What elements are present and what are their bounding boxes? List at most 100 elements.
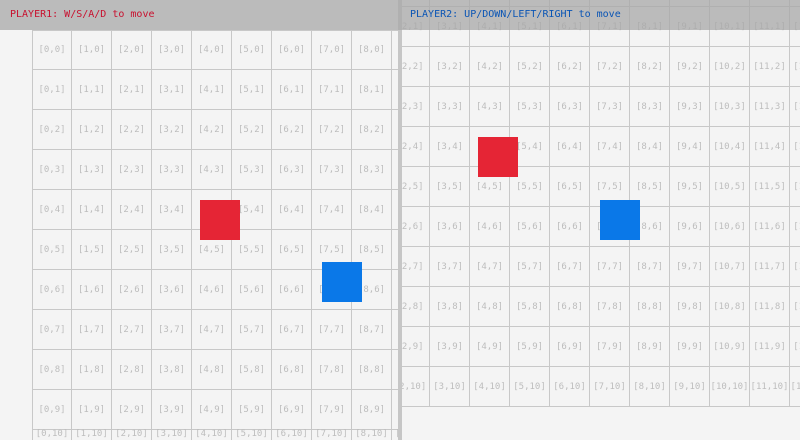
grid-cell: [6,2]: [272, 110, 312, 150]
grid-cell: [4,7]: [192, 310, 232, 350]
grid-cell: [1,5]: [72, 230, 112, 270]
grid-cell: [9,2]: [392, 110, 398, 150]
grid-cell: [4,7]: [470, 247, 510, 287]
grid-cell: [11,10]: [750, 367, 790, 407]
grid-cell: [5,7]: [232, 310, 272, 350]
grid-cell: [4,10]: [192, 430, 232, 440]
grid-cell: [10,5]: [710, 167, 750, 207]
grid-cell: [0,6]: [32, 270, 72, 310]
grid-cell: [4,2]: [470, 47, 510, 87]
grid-cell: [12,4]: [790, 127, 800, 167]
grid-cell: [5,6]: [510, 207, 550, 247]
grid-cell: [5,2]: [510, 47, 550, 87]
grid-cell: [3,2]: [152, 110, 192, 150]
grid-cell: [5,8]: [510, 287, 550, 327]
grid-cell: [2,4]: [402, 127, 430, 167]
grid-cell: [2,2]: [402, 47, 430, 87]
grid-cell: [11,8]: [750, 287, 790, 327]
grid-cell: [6,3]: [272, 150, 312, 190]
grid-cell: [11,3]: [750, 87, 790, 127]
grid-cell: [6,9]: [550, 327, 590, 367]
grid-cell: [10,2]: [710, 47, 750, 87]
grid-cell: [4,5]: [192, 230, 232, 270]
grid-cell: [0,8]: [32, 350, 72, 390]
grid-cell: [5,1]: [232, 70, 272, 110]
grid-cell: [7,9]: [312, 390, 352, 430]
grid-cell: [0,4]: [32, 190, 72, 230]
grid-cell: [1,6]: [72, 270, 112, 310]
grid-cell: [8,7]: [352, 310, 392, 350]
grid-cell: [8,9]: [352, 390, 392, 430]
grid-cell: [4,2]: [192, 110, 232, 150]
grid-cell: [6,9]: [272, 390, 312, 430]
grid-cell: [2,1]: [112, 70, 152, 110]
grid-cell: [2,6]: [402, 207, 430, 247]
grid-cell: [3,7]: [152, 310, 192, 350]
grid-cell: [8,3]: [630, 87, 670, 127]
grid-cell: [5,0]: [232, 30, 272, 70]
player1-viewport: [0,0] [1,0] [2,0] [3,0] [4,0] [5,0] [6,0] [7,0]…: [0, 0, 398, 440]
grid-cell: [4,6]: [470, 207, 510, 247]
grid-cell: [9,2]: [670, 47, 710, 87]
grid-cell: [12,3]: [790, 87, 800, 127]
grid-cell: [8,2]: [352, 110, 392, 150]
player2-controls-label: PLAYER2: UP/DOWN/LEFT/RIGHT to move: [410, 9, 621, 20]
grid-cell: [9,10]: [392, 430, 398, 440]
grid-cell: [5,2]: [232, 110, 272, 150]
grid-cell: [1,1]: [72, 70, 112, 110]
grid-cell: [2,9]: [112, 390, 152, 430]
grid-cell: [11,9]: [750, 327, 790, 367]
grid-cell: [6,6]: [272, 270, 312, 310]
grid-cell: [8,4]: [630, 127, 670, 167]
grid-cell: [4,3]: [192, 150, 232, 190]
grid-cell: [6,4]: [550, 127, 590, 167]
grid-cell: [5,3]: [510, 87, 550, 127]
grid-cell: [8,3]: [352, 150, 392, 190]
grid-cell: [2,10]: [402, 367, 430, 407]
player2-blue-square: [322, 262, 362, 302]
header-bar: PLAYER1: W/S/A/D to move PLAYER2: UP/DOW…: [0, 0, 800, 30]
grid-cell: [8,5]: [352, 230, 392, 270]
grid-cell: [9,7]: [670, 247, 710, 287]
grid-cell: [7,7]: [312, 310, 352, 350]
grid-cell: [10,7]: [710, 247, 750, 287]
grid-cell: [10,3]: [710, 87, 750, 127]
grid-cell: [1,8]: [72, 350, 112, 390]
grid-cell: [0,10]: [32, 430, 72, 440]
grid-cell: [0,7]: [32, 310, 72, 350]
grid-cell: [10,6]: [710, 207, 750, 247]
grid-cell: [7,2]: [312, 110, 352, 150]
grid-cell: [5,4]: [232, 190, 272, 230]
grid-cell: [6,7]: [550, 247, 590, 287]
grid-cell: [5,9]: [232, 390, 272, 430]
grid-cell: [7,3]: [590, 87, 630, 127]
grid-cell: [10,10]: [710, 367, 750, 407]
grid-cell: [0,5]: [32, 230, 72, 270]
grid-cell: [3,6]: [152, 270, 192, 310]
grid-cell: [5,7]: [510, 247, 550, 287]
grid-cell: [9,6]: [670, 207, 710, 247]
grid-cell: [11,4]: [750, 127, 790, 167]
grid-cell: [3,9]: [430, 327, 470, 367]
grid-cell: [2,10]: [112, 430, 152, 440]
grid-cell: [10,9]: [710, 327, 750, 367]
grid-cell: [9,5]: [392, 230, 398, 270]
grid-cell: [3,3]: [430, 87, 470, 127]
grid-cell: [3,0]: [152, 30, 192, 70]
grid-cell: [7,0]: [312, 30, 352, 70]
grid-cell: [5,6]: [232, 270, 272, 310]
grid-cell: [8,9]: [630, 327, 670, 367]
grid-cell: [3,4]: [152, 190, 192, 230]
grid-cell: [8,10]: [352, 430, 392, 440]
grid-cell: [1,2]: [72, 110, 112, 150]
grid-cell: [2,8]: [112, 350, 152, 390]
player1-red-square: [478, 137, 518, 177]
grid-cell: [8,5]: [630, 167, 670, 207]
grid-cell: [2,5]: [402, 167, 430, 207]
grid-cell: [3,9]: [152, 390, 192, 430]
grid-cell: [2,7]: [402, 247, 430, 287]
grid-cell: [8,8]: [352, 350, 392, 390]
grid-cell: [8,7]: [630, 247, 670, 287]
grid-cell: [5,5]: [232, 230, 272, 270]
grid-cell: [1,0]: [72, 30, 112, 70]
